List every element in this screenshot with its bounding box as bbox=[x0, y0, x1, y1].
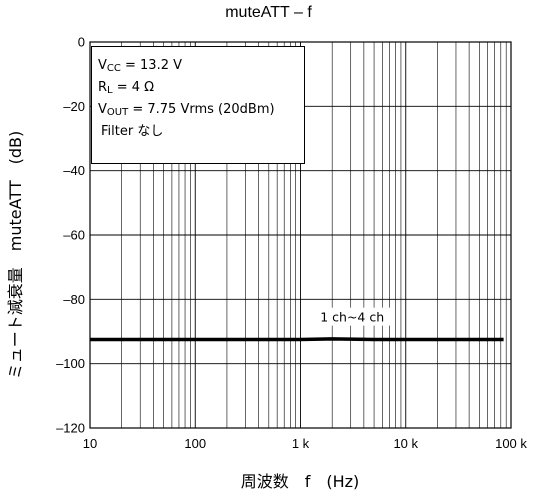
x-tick-label: 100 k bbox=[495, 436, 527, 451]
y-axis-ticks: 0 –20 –40 –60 –80 –100 –120 bbox=[56, 35, 85, 436]
x-tick-label: 10 bbox=[83, 436, 97, 451]
y-axis-label-text: ミュート減衰量 muteATT (dB) bbox=[6, 130, 25, 380]
condition-filter: Filter なし bbox=[101, 124, 164, 139]
chart-title: muteATT – f bbox=[225, 4, 312, 21]
condition-vcc: VCC = 13.2 V bbox=[98, 58, 183, 74]
series-annotation-label: 1 ch~4 ch bbox=[320, 310, 384, 325]
y-tick-label: –60 bbox=[63, 228, 85, 243]
x-tick-label: 100 bbox=[184, 436, 206, 451]
x-tick-label: 1 k bbox=[292, 436, 310, 451]
x-axis-label: 周波数 f (Hz) bbox=[240, 472, 360, 491]
x-axis-ticks: 10 100 1 k 10 k 100 k bbox=[83, 436, 528, 451]
plot-frame bbox=[89, 41, 512, 429]
annotation-background bbox=[314, 307, 391, 326]
series-layer bbox=[90, 337, 504, 342]
annotation-layer: 1 ch~4 ch bbox=[314, 307, 391, 326]
y-tick-label: –100 bbox=[56, 356, 85, 371]
conditions-box: VCC = 13.2 V RL = 4 Ω VOUT = 7.75 Vrms (… bbox=[91, 46, 305, 164]
condition-vout: VOUT = 7.75 Vrms (20dBm) bbox=[98, 102, 275, 118]
y-tick-label: 0 bbox=[78, 35, 85, 50]
condition-rl: RL = 4 Ω bbox=[98, 80, 155, 96]
y-tick-label: –120 bbox=[56, 421, 85, 436]
series-line-1ch-4ch bbox=[90, 337, 504, 342]
x-tick-label: 10 k bbox=[393, 436, 418, 451]
y-tick-label: –20 bbox=[63, 99, 85, 114]
y-tick-label: –80 bbox=[63, 292, 85, 307]
y-tick-label: –40 bbox=[63, 163, 85, 178]
